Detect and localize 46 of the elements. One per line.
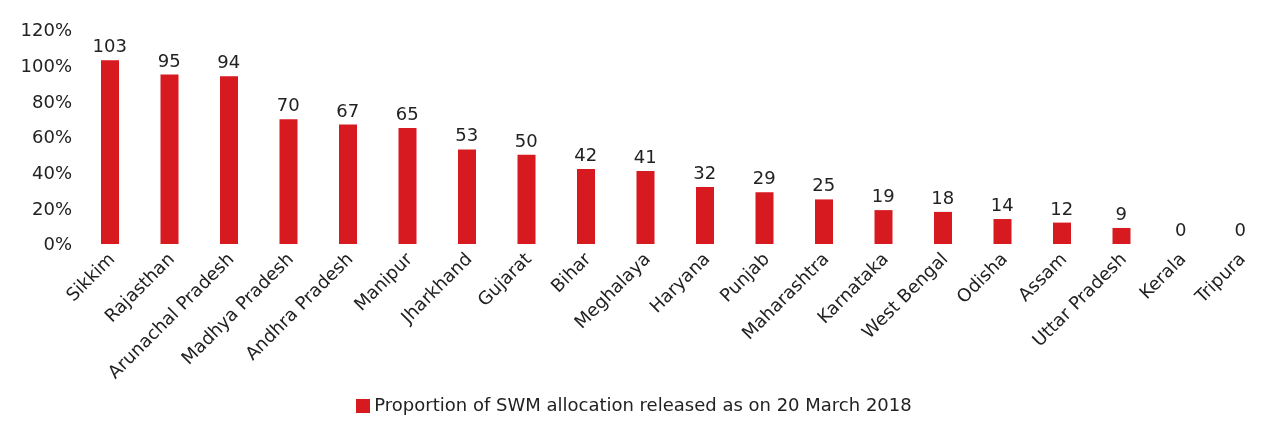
legend-label: Proportion of SWM allocation released as on 20 March 2018 — [374, 394, 912, 415]
y-tick-label: 20% — [31, 197, 72, 219]
data-label: 42 — [574, 144, 598, 166]
data-label: 19 — [871, 185, 895, 207]
data-label: 25 — [812, 174, 836, 196]
bar — [934, 211, 952, 244]
data-label: 67 — [336, 99, 360, 121]
y-tick-label: 80% — [31, 90, 72, 112]
bar — [398, 128, 417, 244]
data-label: 0 — [1234, 219, 1246, 240]
bar — [458, 149, 476, 244]
bar — [696, 186, 714, 244]
data-label: 0 — [1175, 219, 1187, 240]
y-tick-label: 120% — [20, 19, 72, 41]
data-label: 14 — [990, 194, 1014, 216]
bar — [339, 124, 357, 244]
bar — [279, 119, 298, 244]
y-tick-label: 100% — [20, 55, 72, 77]
data-label: 53 — [455, 124, 479, 146]
bar — [755, 192, 774, 244]
bar — [101, 60, 119, 244]
bar — [993, 219, 1012, 244]
bar — [636, 170, 655, 244]
bar — [220, 76, 238, 244]
y-tick-label: 60% — [31, 126, 72, 148]
bar — [160, 74, 179, 244]
data-label: 50 — [514, 129, 538, 151]
data-label: 9 — [1115, 202, 1127, 224]
bar — [874, 210, 893, 244]
bar — [517, 154, 536, 244]
data-label: 103 — [92, 35, 127, 57]
bar — [1112, 227, 1131, 244]
data-label: 41 — [633, 145, 657, 167]
data-label: 18 — [931, 186, 955, 208]
data-label: 95 — [157, 49, 181, 71]
bar — [1053, 222, 1071, 244]
y-tick-label: 40% — [31, 162, 72, 184]
data-label: 65 — [395, 103, 419, 125]
data-label: 29 — [752, 167, 776, 189]
y-tick-label: 0% — [43, 233, 72, 255]
bar — [815, 199, 833, 244]
data-label: 70 — [276, 94, 300, 116]
data-label: 32 — [693, 161, 717, 183]
data-label: 94 — [217, 51, 241, 73]
bar — [577, 169, 595, 244]
data-label: 12 — [1050, 197, 1074, 219]
